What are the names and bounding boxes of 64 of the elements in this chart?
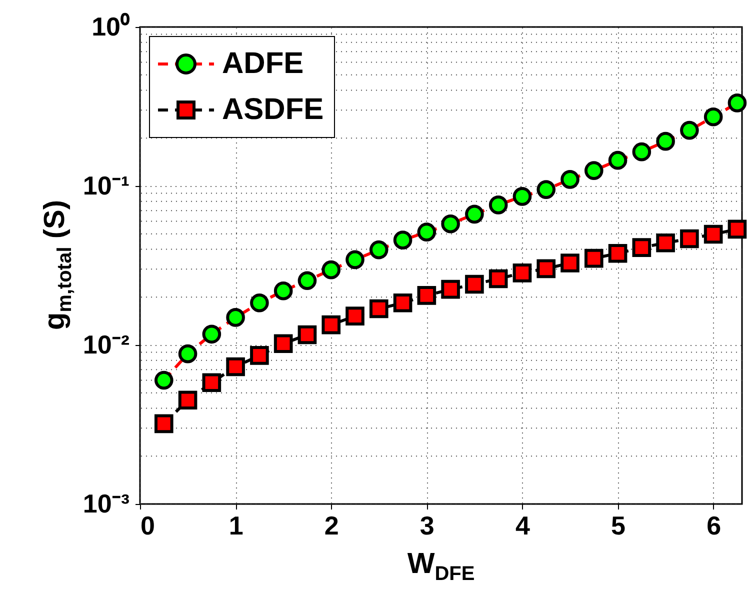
point: [560, 170, 580, 189]
legend-label: ADFE: [222, 47, 304, 81]
point: [417, 222, 436, 242]
point: [680, 120, 699, 140]
point: [202, 324, 222, 344]
point: [465, 204, 484, 224]
point: [298, 271, 317, 290]
point: [322, 260, 341, 280]
point: [202, 373, 222, 392]
point: [154, 370, 174, 390]
point: [417, 286, 436, 305]
point: [488, 196, 508, 214]
point: [346, 306, 364, 326]
point: [536, 259, 556, 278]
point: [322, 315, 341, 334]
point: [250, 294, 269, 312]
x-tick-label: 4: [515, 510, 530, 540]
point: [346, 250, 364, 270]
point: [728, 220, 747, 239]
point: [250, 346, 269, 365]
point: [441, 214, 460, 234]
point: [441, 280, 460, 299]
point: [226, 308, 245, 327]
legend-label: ASDFE: [222, 93, 324, 127]
point: [536, 180, 556, 199]
point: [608, 244, 628, 263]
point: [178, 390, 198, 410]
point: [656, 233, 675, 252]
point: [369, 240, 388, 260]
x-tick-label: 6: [706, 510, 722, 540]
point: [274, 334, 293, 354]
point: [298, 325, 317, 344]
point: [656, 132, 675, 151]
y-tick-label: 10⁰: [92, 12, 130, 42]
y-tick-label: 10⁻¹: [82, 170, 130, 200]
x-tick-label: 1: [228, 510, 244, 540]
point: [369, 299, 388, 318]
point: [704, 224, 723, 244]
point: [584, 248, 604, 268]
x-axis-title: W$_{DFE}$: [407, 548, 475, 586]
point: [154, 414, 174, 434]
point: [704, 108, 723, 126]
point: [632, 238, 652, 257]
point: [488, 269, 508, 288]
point: [728, 94, 747, 112]
point: [560, 254, 580, 272]
point: [512, 187, 532, 206]
x-tick-label: 5: [611, 510, 626, 540]
x-tick-label: 0: [140, 510, 155, 540]
point: [632, 142, 652, 162]
x-tick-label: 3: [420, 510, 434, 540]
point: [680, 229, 699, 248]
point: [465, 274, 484, 294]
point: [608, 150, 628, 170]
y-tick-label: 10⁻³: [82, 488, 130, 518]
point: [393, 293, 412, 312]
point: [393, 230, 412, 250]
point: [274, 281, 293, 300]
point: [178, 344, 198, 364]
point: [584, 161, 604, 180]
x-tick-label: 2: [324, 510, 339, 540]
y-tick-label: 10⁻²: [82, 330, 130, 360]
point: [512, 264, 532, 282]
point: [226, 357, 245, 376]
